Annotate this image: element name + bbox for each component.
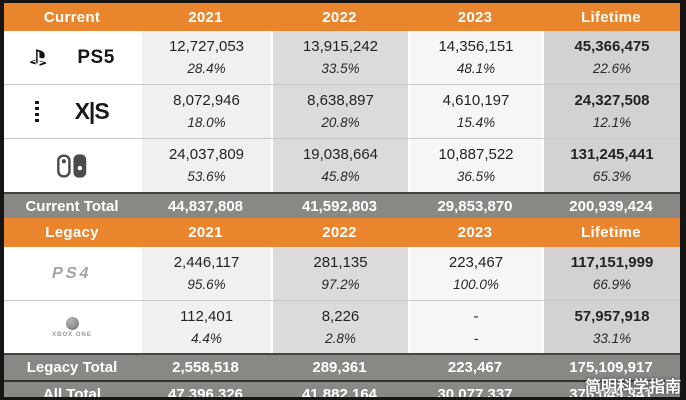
share-value: 45.8% [321,169,360,185]
section-label-legacy: Legacy [45,224,99,241]
xs-dotted-strip [35,101,40,122]
ps4-wordmark: PS4 [50,264,94,282]
total-value: 41,882,164 [301,385,378,398]
sales-value: 223,467 [448,254,504,272]
xbox-series-xs-logo-icon: X|S [4,85,140,138]
ps4-logo-icon: PS4 [4,247,140,300]
legacy-header-row: Legacy 2021 2022 2023 Lifetime [4,218,680,247]
share-value: 15.4% [456,115,496,131]
share-value: 97.2% [321,277,360,293]
xs-wordmark: X|S [74,98,110,124]
total-value: 289,361 [312,359,367,376]
total-value: 44,837,808 [167,197,244,215]
sales-value: 112,401 [179,307,234,325]
sales-value: 24,327,508 [574,92,650,110]
total-value: 2,558,518 [172,359,239,376]
share-value: 4.4% [191,330,222,346]
share-value: 66.9% [592,277,632,293]
share-value: 95.6% [187,277,226,293]
legacy-total-label: Legacy Total [26,359,118,376]
current-header-row: Current 2021 2022 2023 Lifetime [4,3,680,31]
col-header-2022: 2022 [322,8,357,26]
share-value: 22.6% [592,61,632,77]
share-value: 100.0% [453,277,499,293]
sales-value: 2,446,117 [173,254,240,272]
total-value: 376,049,341 [569,385,653,398]
sales-value: - [473,307,479,325]
sales-value: 45,366,475 [574,38,650,56]
sales-value: 8,072,946 [173,92,240,110]
sales-value: 10,887,522 [438,146,514,164]
sales-value: 8,638,897 [307,92,374,110]
total-value: 223,467 [447,359,503,376]
table-row-switch: 24,037,809 53.6% 19,038,664 45.8% 10,887… [4,138,680,192]
total-value: 41,592,803 [301,197,378,215]
total-value: 30,077,337 [437,385,513,398]
total-value: 200,939,424 [569,197,653,215]
watermark: 简明科学指南 [584,379,681,396]
sales-value: 8,226 [321,307,360,325]
col-header-2021: 2021 [188,224,223,241]
playstation-icon [30,49,47,66]
all-total-label: All Total [42,385,102,398]
share-value: 65.3% [592,169,632,185]
table-row-ps4: PS4 2,446,117 95.6% 281,135 97.2% 223,46… [4,247,680,300]
sales-value: 281,135 [313,254,368,272]
xbox-one-wordmark: XBOX ONE [52,331,92,338]
share-value: 48.1% [456,61,496,77]
col-header-2021: 2021 [188,8,223,26]
col-header-lifetime: Lifetime [581,224,641,241]
total-value: 47,396,326 [167,385,244,398]
xbox-sphere-icon [65,316,79,330]
share-value: 2.8% [325,330,356,346]
total-value: 175,109,917 [569,359,653,376]
sales-value: 131,245,441 [570,146,654,164]
xbox-one-logo-icon: XBOX ONE [4,301,140,353]
sales-value: 12,727,053 [168,38,245,56]
ps5-logo-icon: PS5 [4,31,140,84]
legacy-total-row: Legacy Total 2,558,518 289,361 223,467 1… [4,353,680,380]
share-value: 53.6% [187,169,226,185]
col-header-2023: 2023 [457,224,493,241]
table-row-ps5: PS5 12,727,053 28.4% 13,915,242 33.5% 14… [4,31,680,84]
nintendo-switch-logo-icon [4,139,140,192]
ps5-wordmark: PS5 [77,46,115,68]
sales-value: 24,037,809 [168,146,245,164]
sales-value: 19,038,664 [302,146,379,164]
share-value: 36.5% [456,169,496,185]
sales-value: 14,356,151 [438,38,514,56]
sales-value: 117,151,999 [570,254,654,272]
joycon-icon [57,153,87,178]
col-header-2023: 2023 [457,8,493,26]
col-header-2022: 2022 [322,224,357,241]
share-value: 18.0% [187,115,226,131]
sales-value: 57,957,918 [574,307,650,325]
share-value: 33.5% [321,61,360,77]
share-value: - [473,330,479,346]
table-row-xbox-series: X|S 8,072,946 18.0% 8,638,897 20.8% 4,61… [4,84,680,138]
table-body: Current 2021 2022 2023 Lifetime PS5 12,7… [4,3,680,397]
all-total-row: All Total 47,396,326 41,882,164 30,077,3… [4,380,680,397]
section-label-current: Current [43,8,101,26]
share-value: 33.1% [592,330,632,346]
sales-value: 13,915,242 [302,38,379,56]
table-row-xbox-one: XBOX ONE 112,401 4.4% 8,226 2.8% - - 57,… [4,300,680,353]
col-header-lifetime: Lifetime [581,8,641,26]
total-value: 29,853,870 [437,197,513,215]
share-value: 28.4% [187,61,226,77]
share-value: 12.1% [592,115,632,131]
current-total-row: Current Total 44,837,808 41,592,803 29,8… [4,192,680,218]
share-value: 20.8% [321,115,360,131]
sales-value: 4,610,197 [442,92,510,110]
current-total-label: Current Total [25,197,119,215]
